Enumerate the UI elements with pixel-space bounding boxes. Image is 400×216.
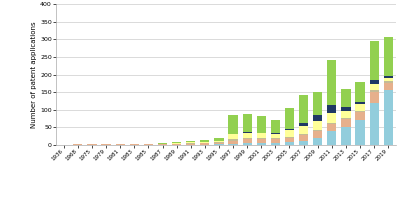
Bar xyxy=(144,144,153,145)
Bar xyxy=(327,124,336,131)
Bar xyxy=(186,144,195,145)
Bar xyxy=(370,90,379,92)
Bar xyxy=(257,138,266,139)
Bar xyxy=(214,143,224,144)
Bar xyxy=(285,130,294,137)
Bar xyxy=(271,120,280,133)
Bar xyxy=(130,144,139,145)
Bar xyxy=(370,92,379,103)
Bar xyxy=(313,138,322,145)
Bar xyxy=(172,143,181,144)
Bar xyxy=(370,41,379,80)
Bar xyxy=(242,114,252,132)
Bar xyxy=(285,108,294,129)
Bar xyxy=(214,141,224,142)
Bar xyxy=(356,102,365,104)
Bar xyxy=(313,130,322,131)
Bar xyxy=(87,144,96,145)
Bar xyxy=(327,123,336,124)
Bar xyxy=(356,120,365,145)
Bar xyxy=(327,113,336,123)
Bar xyxy=(384,78,393,81)
Bar xyxy=(158,144,167,145)
Bar xyxy=(200,143,210,145)
Bar xyxy=(257,116,266,133)
Bar xyxy=(200,142,210,143)
Bar xyxy=(299,123,308,126)
Bar xyxy=(370,84,379,90)
Bar xyxy=(313,131,322,138)
Bar xyxy=(313,92,322,115)
Bar xyxy=(356,112,365,120)
Bar xyxy=(356,111,365,112)
Bar xyxy=(313,121,322,130)
Bar xyxy=(242,132,252,133)
Y-axis label: Number of patent applications: Number of patent applications xyxy=(31,21,37,128)
Bar xyxy=(257,139,266,143)
Bar xyxy=(327,60,336,105)
Bar xyxy=(186,141,195,142)
Bar xyxy=(242,133,252,138)
Bar xyxy=(158,143,167,144)
Bar xyxy=(370,80,379,84)
Bar xyxy=(384,90,393,145)
Bar xyxy=(384,83,393,90)
Bar xyxy=(285,138,294,142)
Bar xyxy=(257,133,266,138)
Bar xyxy=(172,141,181,143)
Bar xyxy=(341,107,350,111)
Bar xyxy=(228,134,238,140)
Bar xyxy=(242,138,252,139)
Bar xyxy=(341,118,350,119)
Bar xyxy=(116,144,125,145)
Bar xyxy=(341,89,350,107)
Bar xyxy=(214,144,224,145)
Bar xyxy=(186,142,195,143)
Bar xyxy=(271,134,280,138)
Bar xyxy=(356,82,365,102)
Bar xyxy=(200,140,210,142)
Bar xyxy=(271,133,280,134)
Bar xyxy=(370,103,379,145)
Bar xyxy=(186,143,195,144)
Bar xyxy=(271,143,280,145)
Bar xyxy=(327,105,336,113)
Bar xyxy=(285,129,294,130)
Bar xyxy=(102,144,111,145)
Bar xyxy=(228,114,238,134)
Bar xyxy=(384,76,393,78)
Bar xyxy=(341,119,350,127)
Bar xyxy=(228,140,238,144)
Bar xyxy=(299,134,308,135)
Bar xyxy=(384,37,393,76)
Bar xyxy=(285,137,294,138)
Bar xyxy=(228,144,238,145)
Bar xyxy=(172,144,181,145)
Bar xyxy=(271,138,280,140)
Bar xyxy=(313,115,322,121)
Bar xyxy=(341,127,350,145)
Bar xyxy=(299,126,308,134)
Bar xyxy=(285,142,294,145)
Bar xyxy=(73,144,82,145)
Bar xyxy=(299,95,308,123)
Bar xyxy=(242,143,252,145)
Bar xyxy=(214,138,224,141)
Bar xyxy=(214,142,224,143)
Bar xyxy=(299,135,308,140)
Bar xyxy=(341,111,350,118)
Bar xyxy=(257,143,266,145)
Bar xyxy=(384,81,393,83)
Bar xyxy=(356,104,365,111)
Bar xyxy=(242,139,252,143)
Bar xyxy=(327,131,336,145)
Bar xyxy=(271,140,280,143)
Bar xyxy=(299,140,308,145)
